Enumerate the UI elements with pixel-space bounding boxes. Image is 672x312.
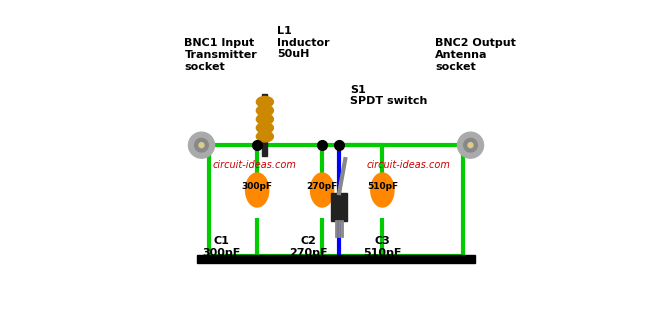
Text: BNC2 Output
Antenna
socket: BNC2 Output Antenna socket [435, 38, 516, 72]
Text: C1
300pF: C1 300pF [202, 236, 241, 258]
Text: S1
SPDT switch: S1 SPDT switch [350, 85, 427, 106]
Ellipse shape [257, 131, 274, 142]
Text: 510pF: 510pF [367, 183, 398, 192]
Ellipse shape [371, 173, 394, 207]
Circle shape [458, 132, 483, 158]
Ellipse shape [310, 173, 334, 207]
Text: 270pF: 270pF [306, 183, 338, 192]
Circle shape [195, 139, 208, 152]
Ellipse shape [257, 105, 274, 116]
Text: circuit-ideas.com: circuit-ideas.com [367, 160, 451, 170]
Circle shape [199, 143, 204, 148]
Bar [331, 193, 347, 221]
Ellipse shape [257, 122, 274, 133]
Circle shape [189, 132, 214, 158]
Circle shape [464, 139, 477, 152]
Ellipse shape [245, 173, 269, 207]
Circle shape [468, 143, 473, 148]
Bar [262, 94, 267, 156]
Text: C3
510pF: C3 510pF [363, 236, 402, 258]
Ellipse shape [257, 114, 274, 124]
Text: C2
270pF: C2 270pF [289, 236, 327, 258]
Text: circuit-ideas.com: circuit-ideas.com [212, 160, 296, 170]
Bar [197, 255, 475, 263]
Ellipse shape [257, 96, 274, 107]
Text: 300pF: 300pF [242, 183, 273, 192]
Text: L1
Inductor
50uH: L1 Inductor 50uH [278, 26, 330, 59]
Text: BNC1 Input
Transmitter
socket: BNC1 Input Transmitter socket [185, 38, 257, 72]
